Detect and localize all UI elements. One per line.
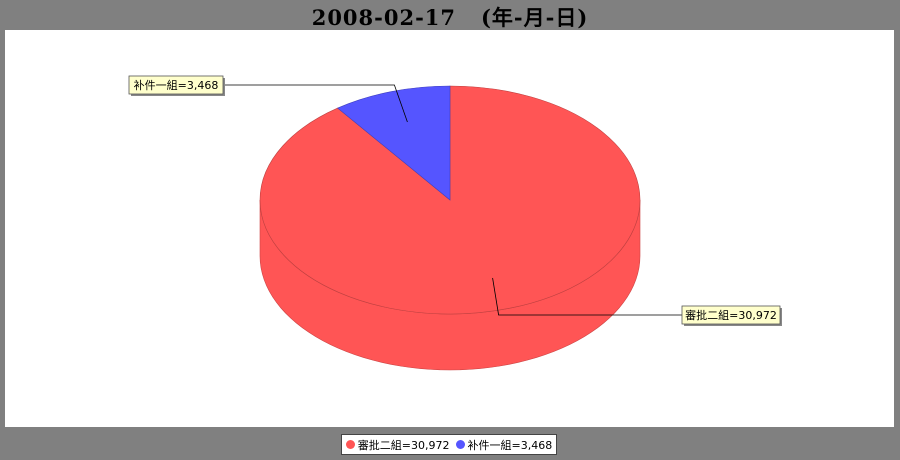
data-label-box-1 [128, 75, 224, 95]
legend-swatch-0 [345, 440, 355, 449]
leader-line-0 [492, 277, 682, 316]
pie-chart: 審批二組=30,972 补件一組=3,468 [128, 75, 782, 371]
pie-slice-1 [337, 85, 451, 201]
data-label-1: 补件一組=3,468 [134, 79, 219, 92]
leader-line-1 [223, 84, 408, 123]
plot-area: 審批二組=30,972 补件一組=3,468 [5, 30, 894, 427]
legend-label-0: 審批二組=30,972 [357, 438, 450, 452]
data-label-box-0 [681, 305, 781, 325]
data-label-0: 審批二組=30,972 [685, 308, 777, 322]
legend-item-1: 补件一組=3,468 [455, 437, 553, 453]
legend: 審批二組=30,972 补件一組=3,468 [341, 434, 557, 455]
legend-label-1: 补件一組=3,468 [467, 438, 553, 452]
legend-swatch-1 [455, 440, 465, 449]
legend-item-0: 審批二組=30,972 [345, 437, 450, 453]
chart-title: 2008-02-17 (年-月-日) [311, 5, 589, 30]
